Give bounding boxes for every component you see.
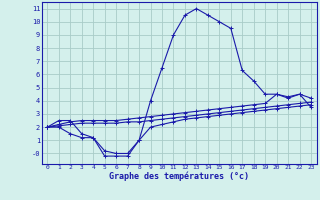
X-axis label: Graphe des températures (°c): Graphe des températures (°c) bbox=[109, 172, 249, 181]
